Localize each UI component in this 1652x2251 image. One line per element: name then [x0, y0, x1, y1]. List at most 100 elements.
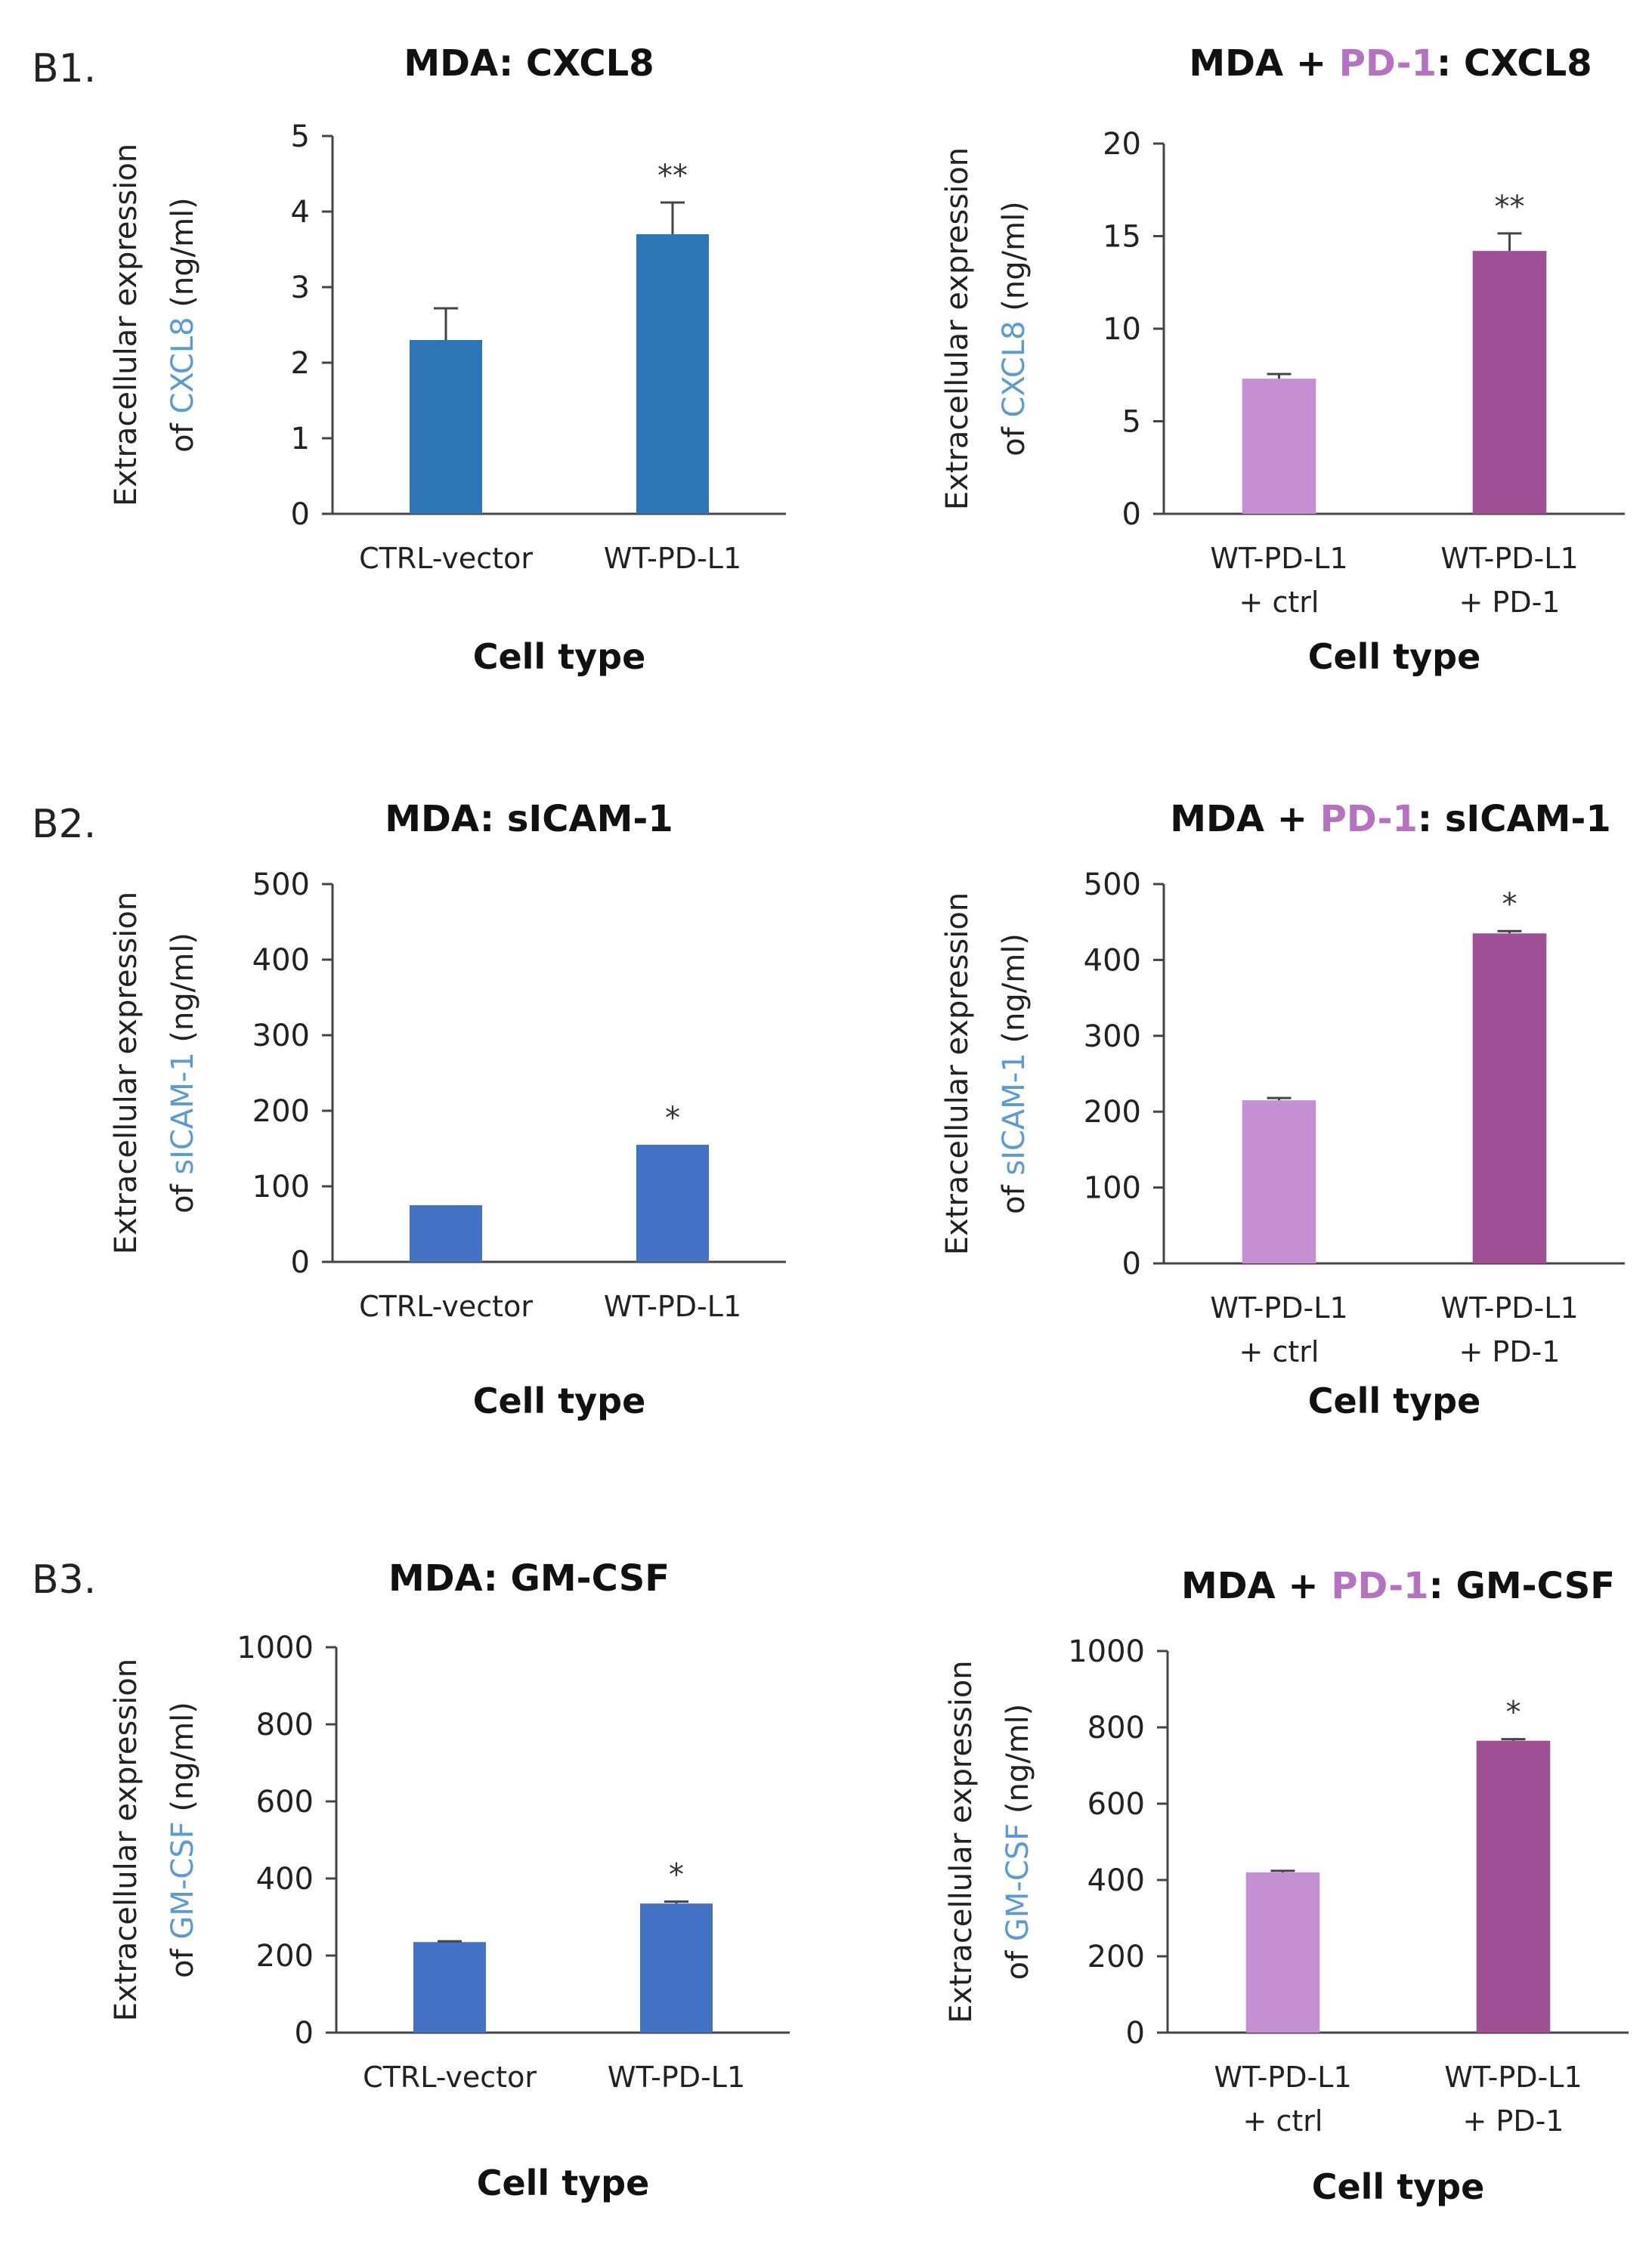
chart-title: MDA: GM-CSF [388, 1557, 670, 1600]
y-tick-label: 300 [1084, 1019, 1141, 1054]
y-tick-label: 300 [252, 1019, 310, 1053]
significance-marker: * [1502, 887, 1517, 922]
y-axis-label-part: CXCL8 [166, 317, 200, 413]
y-axis-label-part: sICAM-1 [166, 1052, 200, 1174]
chart-title-part: MDA + [1170, 798, 1319, 840]
significance-marker: ** [1495, 190, 1525, 224]
chart-title-part: MDA + [1181, 1565, 1331, 1607]
y-axis-label-part: of [997, 1176, 1032, 1214]
y-axis-label-line2: of CXCL8 (ng/ml) [997, 201, 1032, 456]
y-tick-label: 0 [1122, 497, 1141, 532]
bar [640, 1903, 713, 2033]
y-axis-label-line1: Extracellular expression [940, 147, 975, 510]
x-axis-label: Cell type [1308, 636, 1481, 677]
significance-marker: ** [657, 159, 688, 193]
category-label: WT-PD-L1 [1440, 542, 1578, 575]
y-axis-label-part: of [997, 418, 1032, 456]
y-tick-label: 800 [1087, 1711, 1145, 1745]
category-label: WT-PD-L1 [1440, 1291, 1578, 1325]
chart-b1-mda-pd1-cxcl8: MDA + PD-1: CXCL8 Extracellular expressio… [940, 42, 1625, 677]
chart-b3-mda-pd1-gmcsf: MDA + PD-1: GM-CSF Extracellular expressi… [944, 1565, 1629, 2207]
significance-marker: * [1506, 1696, 1521, 1730]
chart-title: MDA + PD-1: sICAM-1 [1170, 798, 1610, 840]
y-axis-label-part: GM-CSF [166, 1821, 200, 1939]
y-tick-label: 4 [291, 195, 310, 230]
y-axis-label-part: GM-CSF [1001, 1823, 1035, 1941]
y-tick-label: 10 [1103, 312, 1141, 347]
y-tick-label: 1000 [237, 1631, 314, 1665]
y-tick-label: 0 [291, 1245, 310, 1280]
y-axis-label-line2: of sICAM-1 (ng/ml) [997, 933, 1032, 1214]
y-axis-label-line2: of GM-CSF (ng/ml) [166, 1702, 200, 1978]
chart-title-part: PD-1 [1339, 42, 1437, 85]
y-axis-label-part: (ng/ml) [166, 932, 200, 1052]
chart-title-part: : CXCL8 [1437, 42, 1592, 85]
y-axis-label-line2: of sICAM-1 (ng/ml) [166, 932, 200, 1214]
y-tick-label: 500 [1084, 867, 1141, 902]
y-axis-label-line1: Extracellular expression [109, 144, 144, 506]
chart-b3-mda-gmcsf: MDA: GM-CSF Extracellular expression of GM… [109, 1557, 790, 2203]
y-tick-label: 100 [1084, 1171, 1141, 1206]
y-axis-label-line1: Extracellular expression [944, 1660, 979, 2023]
y-tick-label: 0 [1126, 2016, 1145, 2051]
y-axis-label-line1: Extracellular expression [109, 1659, 144, 2021]
y-tick-label: 2 [291, 346, 310, 381]
y-axis-label-part: of [166, 414, 200, 453]
chart-title: MDA: CXCL8 [404, 42, 654, 85]
y-tick-label: 15 [1103, 220, 1141, 255]
category-label: CTRL-vector [359, 1290, 533, 1323]
chart-title-part: MDA: sICAM-1 [385, 798, 673, 840]
y-tick-label: 0 [1122, 1247, 1141, 1282]
y-axis-label-part: of [1001, 1941, 1035, 1980]
chart-title-part: MDA: GM-CSF [388, 1557, 670, 1600]
bar [1242, 379, 1316, 514]
y-tick-label: 5 [291, 119, 310, 154]
y-axis-label-part: of [166, 1175, 200, 1214]
y-tick-label: 400 [1084, 943, 1141, 978]
y-tick-label: 100 [252, 1170, 310, 1204]
panel-label-b2: B2. [32, 802, 96, 847]
chart-b1-mda-cxcl8: MDA: CXCL8 Extracellular expression of CXC… [109, 42, 786, 677]
y-tick-label: 400 [256, 1862, 314, 1897]
category-label: WT-PD-L1 [604, 1290, 741, 1323]
significance-marker: * [665, 1101, 680, 1136]
bar [413, 1942, 486, 2033]
bar [1472, 251, 1547, 514]
y-axis-label-part: of [166, 1940, 200, 1978]
panel-label-b3: B3. [32, 1557, 96, 1603]
y-axis-label-line1: Extracellular expression [940, 892, 975, 1255]
y-tick-label: 0 [291, 497, 310, 532]
y-axis-label-part: (ng/ml) [997, 933, 1032, 1053]
chart-title-part: PD-1 [1331, 1565, 1428, 1607]
category-label: WT-PD-L1 [604, 542, 741, 575]
category-label: + PD-1 [1459, 1335, 1561, 1368]
category-label: + PD-1 [1459, 586, 1561, 619]
category-label: + ctrl [1239, 586, 1319, 619]
category-label: WT-PD-L1 [1444, 2061, 1582, 2094]
y-axis-label-part: CXCL8 [997, 320, 1032, 417]
chart-title-part: MDA: CXCL8 [404, 42, 654, 85]
y-tick-label: 200 [1084, 1095, 1141, 1130]
y-tick-label: 500 [252, 867, 310, 902]
x-axis-label: Cell type [1308, 1381, 1481, 1421]
y-tick-label: 1 [291, 422, 310, 456]
chart-title: MDA: sICAM-1 [385, 798, 673, 840]
y-axis-label-part: (ng/ml) [1001, 1704, 1035, 1823]
bar [636, 1145, 709, 1262]
chart-title-part: MDA + [1189, 42, 1338, 85]
category-label: WT-PD-L1 [1214, 2061, 1351, 2094]
y-tick-label: 400 [252, 943, 310, 978]
chart-b2-mda-sicam1: MDA: sICAM-1 Extracellular expression of s… [109, 798, 786, 1421]
category-label: WT-PD-L1 [608, 2061, 745, 2094]
bar [1242, 1100, 1316, 1263]
y-tick-label: 800 [256, 1708, 314, 1742]
category-label: WT-PD-L1 [1210, 542, 1347, 575]
chart-title-part: : sICAM-1 [1418, 798, 1611, 840]
y-axis-label-line1: Extracellular expression [109, 892, 144, 1254]
chart-title: MDA + PD-1: GM-CSF [1181, 1565, 1615, 1607]
category-label: + PD-1 [1463, 2104, 1564, 2138]
y-tick-label: 0 [295, 2016, 314, 2051]
category-label: WT-PD-L1 [1210, 1291, 1347, 1325]
